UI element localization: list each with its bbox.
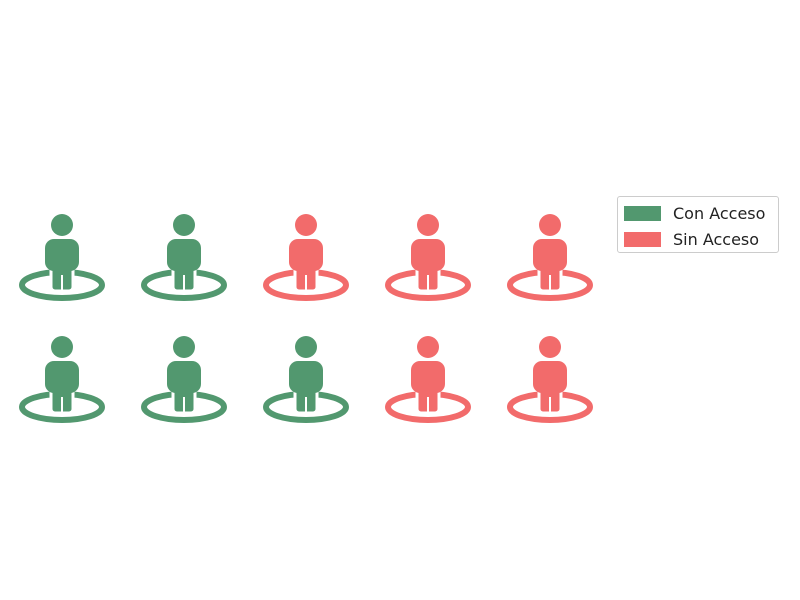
person-icon <box>507 336 593 423</box>
person-icon <box>385 336 471 423</box>
person-icon <box>141 214 227 301</box>
legend-swatch-con-acceso <box>624 205 661 221</box>
legend-label: Con Acceso <box>673 203 766 223</box>
person-icon <box>263 336 349 423</box>
legend-label: Sin Acceso <box>673 229 760 249</box>
person-icon <box>263 214 349 301</box>
person-icon <box>507 214 593 301</box>
person-icon <box>141 336 227 423</box>
legend-item-sin-acceso: Sin Acceso <box>624 229 760 249</box>
person-icon <box>19 214 105 301</box>
person-icon <box>385 214 471 301</box>
legend-swatch-sin-acceso <box>624 231 661 247</box>
legend-item-con-acceso: Con Acceso <box>624 203 766 223</box>
legend: Con Acceso Sin Acceso <box>617 196 779 253</box>
person-icon <box>19 336 105 423</box>
